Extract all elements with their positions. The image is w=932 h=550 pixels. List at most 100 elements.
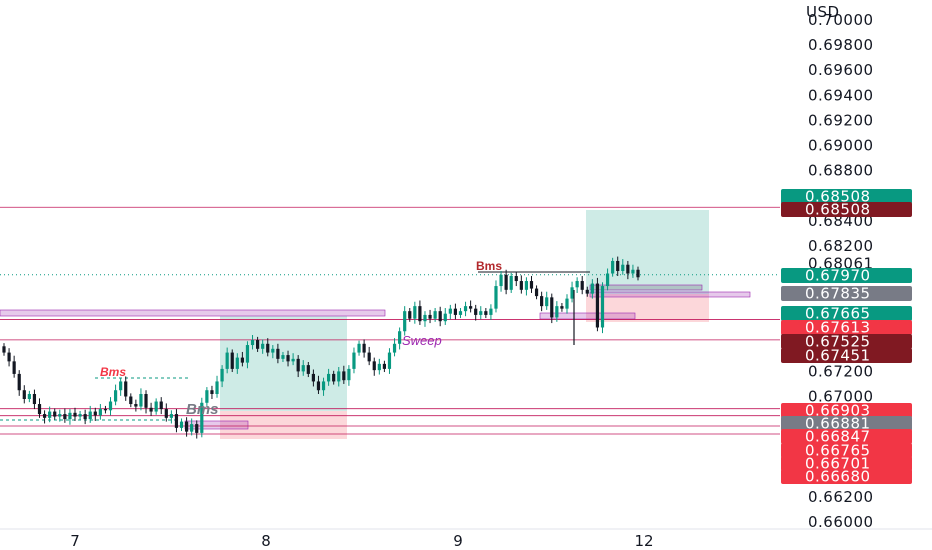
candle bbox=[605, 268, 610, 291]
candle-body bbox=[367, 352, 371, 362]
price-badge[interactable]: 0.67665 bbox=[781, 305, 912, 323]
price-badge[interactable]: 0.67613 bbox=[781, 319, 912, 337]
price-badge[interactable]: 0.66847 bbox=[781, 428, 912, 446]
candle bbox=[560, 303, 564, 312]
candle bbox=[565, 294, 569, 314]
annotation-label: Sweep bbox=[402, 333, 442, 348]
candle-body bbox=[321, 381, 326, 391]
candle bbox=[575, 277, 579, 293]
candle bbox=[443, 308, 447, 325]
candle-body bbox=[469, 306, 473, 309]
candle-body bbox=[631, 269, 635, 274]
candle-body bbox=[438, 311, 442, 322]
time-tick-label: 12 bbox=[634, 532, 653, 550]
candle bbox=[240, 351, 244, 367]
candle-body bbox=[139, 393, 143, 407]
candle-body bbox=[550, 297, 554, 318]
price-badge-label: 0.67835 bbox=[805, 285, 871, 303]
candle-body bbox=[58, 414, 62, 417]
price-badge[interactable]: 0.67970 bbox=[781, 267, 912, 285]
candle-body bbox=[235, 357, 239, 369]
price-badge[interactable]: 0.66881 bbox=[781, 415, 912, 433]
candle bbox=[250, 335, 255, 350]
price-badge-label: 0.67613 bbox=[805, 319, 871, 337]
candle-body bbox=[504, 274, 508, 290]
annotation-label: Bms bbox=[476, 259, 502, 273]
price-badge-label: 0.66765 bbox=[805, 442, 871, 460]
candle-body bbox=[113, 390, 118, 402]
candle-body bbox=[555, 306, 559, 318]
candle bbox=[600, 282, 605, 334]
candle bbox=[448, 304, 452, 320]
candle bbox=[382, 360, 386, 373]
candle bbox=[514, 271, 518, 287]
candle-body bbox=[42, 414, 47, 418]
price-tick-label: 0.69200 bbox=[808, 111, 874, 129]
candle-body bbox=[53, 411, 57, 417]
price-badge[interactable]: 0.66765 bbox=[781, 442, 912, 460]
candle bbox=[174, 409, 179, 433]
price-badge[interactable]: 0.68508 bbox=[781, 188, 912, 206]
candle-body bbox=[12, 361, 16, 374]
candle-body bbox=[362, 343, 366, 353]
candle bbox=[42, 410, 47, 424]
candle bbox=[37, 398, 42, 418]
price-badge-label: 0.67970 bbox=[805, 267, 871, 285]
price-badge[interactable]: 0.68508 bbox=[781, 201, 912, 219]
candle-body bbox=[48, 411, 52, 418]
candle bbox=[595, 277, 600, 332]
candle-body bbox=[266, 343, 270, 353]
candle bbox=[524, 277, 529, 296]
candle-body bbox=[428, 314, 432, 319]
price-badge[interactable]: 0.66903 bbox=[781, 402, 912, 420]
candle bbox=[73, 407, 77, 421]
price-badge-label: 0.67665 bbox=[805, 305, 871, 323]
candle-body bbox=[256, 340, 260, 349]
price-badge[interactable]: 0.67525 bbox=[781, 333, 912, 351]
candle-body bbox=[387, 352, 392, 369]
price-tick-label: 0.69600 bbox=[808, 61, 874, 79]
candle-body bbox=[489, 308, 493, 315]
candle-body bbox=[129, 396, 133, 405]
candle-body bbox=[164, 409, 168, 418]
candle bbox=[149, 402, 153, 416]
price-tick-label: 0.68200 bbox=[808, 237, 874, 255]
time-axis[interactable]: 7 8 9 12 bbox=[0, 528, 932, 550]
candle bbox=[210, 385, 214, 400]
candle-body bbox=[301, 365, 305, 372]
candle bbox=[357, 340, 361, 356]
candle bbox=[484, 308, 488, 319]
candle-body bbox=[403, 311, 407, 332]
candle bbox=[499, 271, 503, 292]
price-badge[interactable]: 0.67451 bbox=[781, 347, 912, 365]
candle-body bbox=[332, 373, 336, 382]
candle-body bbox=[540, 296, 544, 307]
candle-body bbox=[509, 276, 513, 290]
candle bbox=[245, 341, 250, 369]
price-badge-background bbox=[781, 348, 912, 363]
price-badge[interactable]: 0.67835 bbox=[781, 285, 912, 303]
price-badge-label: 0.66903 bbox=[805, 402, 871, 420]
candle-body bbox=[458, 311, 463, 315]
price-badge[interactable]: 0.66680 bbox=[781, 468, 912, 486]
candle bbox=[555, 301, 559, 322]
candle bbox=[119, 377, 123, 396]
candle-body bbox=[529, 281, 534, 289]
candle bbox=[58, 409, 62, 422]
price-badge[interactable]: 0.66701 bbox=[781, 455, 912, 473]
candle-body bbox=[342, 371, 346, 381]
candle-body bbox=[88, 411, 92, 420]
price-tick-label: 0.67000 bbox=[808, 388, 874, 406]
candle-body bbox=[98, 409, 102, 416]
candle bbox=[124, 376, 128, 401]
candle-body bbox=[443, 313, 447, 322]
candle bbox=[352, 347, 356, 374]
order-block bbox=[589, 291, 751, 298]
price-badge-background bbox=[781, 456, 912, 471]
candle-body bbox=[418, 306, 422, 322]
candle bbox=[190, 418, 194, 436]
candle bbox=[438, 306, 442, 327]
